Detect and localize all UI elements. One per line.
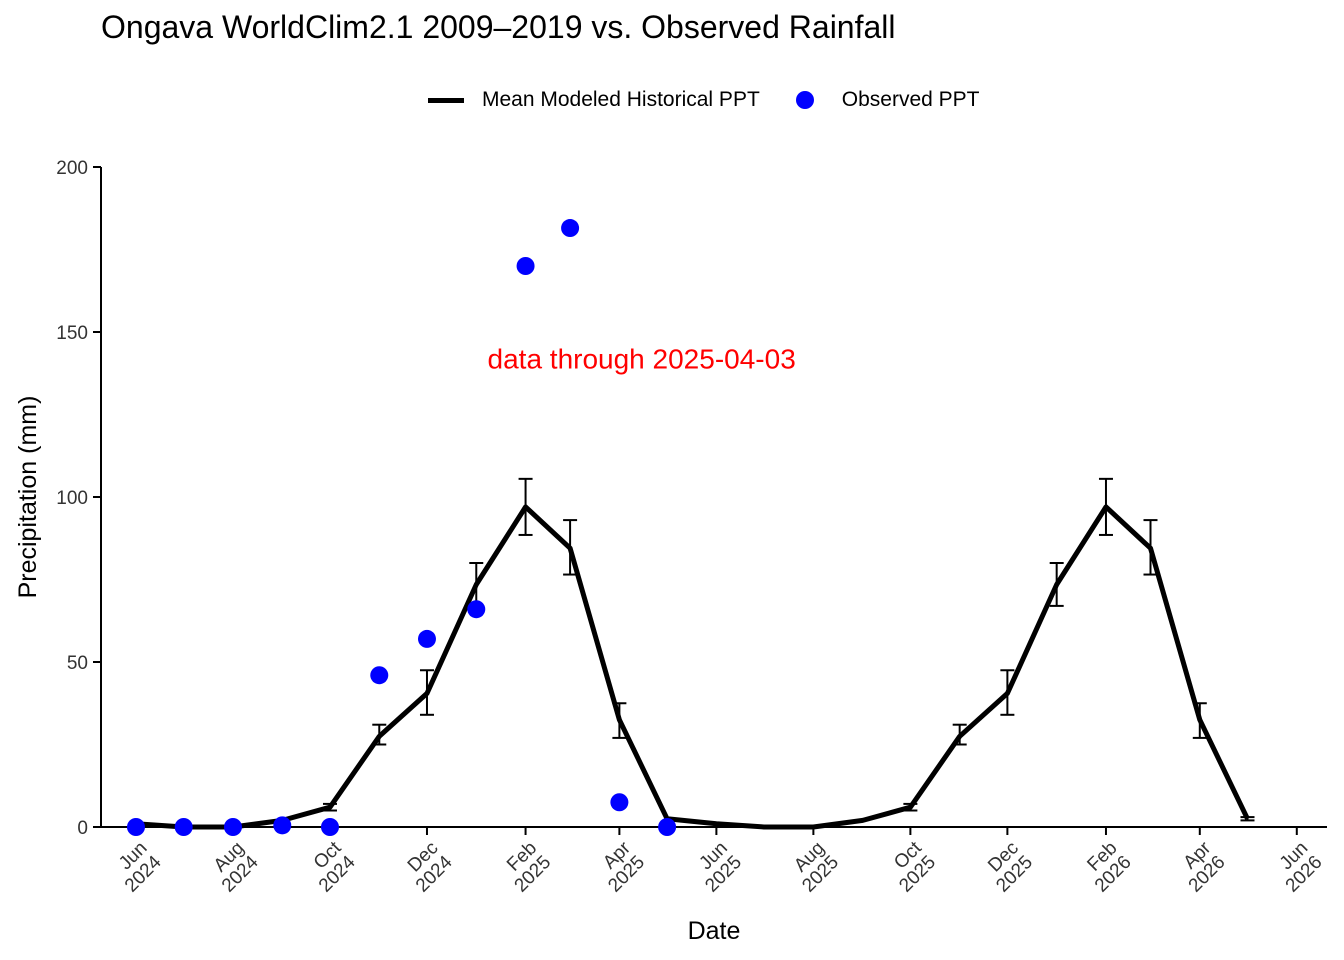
x-tick-label: Apr2025 — [590, 837, 649, 896]
observed-point — [658, 818, 677, 836]
observed-point — [273, 816, 292, 835]
x-tick-label: Dec2024 — [398, 837, 457, 896]
legend-label-modeled: Mean Modeled Historical PPT — [482, 88, 760, 111]
y-tick-label: 0 — [77, 818, 88, 839]
x-tick-label: Oct2025 — [881, 837, 940, 896]
y-tick-label: 200 — [56, 158, 88, 179]
x-tick-label: Jun2026 — [1268, 838, 1327, 897]
y-axis-title: Precipitation (mm) — [14, 396, 42, 599]
legend-dot-swatch — [795, 91, 814, 109]
x-axis-title: Date — [688, 917, 741, 945]
y-tick-label: 100 — [56, 488, 88, 509]
observed-point — [223, 818, 242, 836]
x-tick-label: Apr2026 — [1171, 837, 1230, 896]
observed-point — [370, 666, 389, 685]
x-tick-label: Dec2025 — [978, 838, 1037, 897]
chart-title: Ongava WorldClim2.1 2009–2019 vs. Observ… — [101, 9, 896, 45]
observed-point — [126, 818, 145, 836]
annotation-text: data through 2025-04-03 — [488, 343, 796, 374]
y-tick-label: 50 — [67, 653, 88, 674]
observed-point — [561, 219, 580, 238]
legend-line-swatch — [428, 97, 464, 103]
axes — [93, 166, 1327, 835]
x-tick-label: Oct2024 — [301, 837, 360, 896]
observed-point — [320, 818, 339, 836]
error-bars — [322, 477, 1255, 822]
observed-point — [467, 600, 486, 619]
x-tick-label: Feb2025 — [496, 838, 555, 897]
observed-points-layer — [126, 219, 677, 836]
modeled-ppt-line — [135, 504, 1250, 830]
observed-point — [417, 629, 436, 648]
legend-label-observed: Observed PPT — [841, 88, 980, 111]
modeled-line-layer — [135, 504, 1250, 830]
legend: Mean Modeled Historical PPT Observed PPT — [428, 86, 1010, 114]
observed-point — [516, 257, 535, 275]
observed-point — [610, 793, 629, 812]
legend-item-modeled: Mean Modeled Historical PPT — [428, 88, 760, 112]
x-tick-label: Feb2026 — [1077, 838, 1136, 897]
legend-item-observed: Observed PPT — [790, 88, 980, 112]
x-tick-label: Jun2024 — [107, 837, 166, 896]
x-tick-label: Jun2025 — [687, 838, 746, 897]
y-tick-label: 150 — [56, 323, 88, 344]
observed-point — [174, 818, 193, 836]
x-tick-label: Aug2024 — [204, 837, 263, 896]
x-tick-label: Aug2025 — [784, 838, 843, 897]
